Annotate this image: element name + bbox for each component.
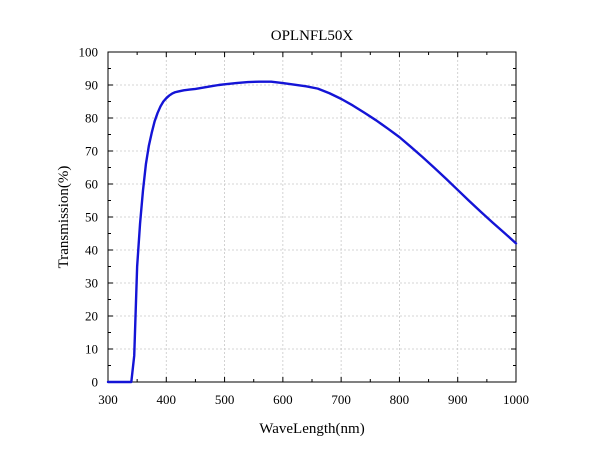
y-tick-label: 70	[85, 144, 98, 159]
x-tick-label: 1000	[503, 392, 529, 407]
y-tick-label: 50	[85, 210, 98, 225]
y-tick-label: 20	[85, 309, 98, 324]
y-tick-label: 0	[92, 375, 99, 390]
y-tick-label: 90	[85, 78, 98, 93]
x-tick-label: 600	[273, 392, 293, 407]
x-tick-label: 500	[215, 392, 235, 407]
x-tick-label: 400	[157, 392, 177, 407]
y-tick-label: 60	[85, 177, 98, 192]
y-tick-label: 100	[79, 45, 99, 60]
y-tick-label: 80	[85, 111, 98, 126]
x-tick-label: 900	[448, 392, 468, 407]
chart-title: OPLNFL50X	[271, 28, 354, 44]
y-tick-label: 40	[85, 243, 98, 258]
x-axis-label: WaveLength(nm)	[259, 421, 364, 437]
series-layer	[106, 80, 518, 384]
transmission-series-line	[106, 80, 518, 384]
y-tick-label: 30	[85, 276, 98, 291]
x-tick-label: 800	[390, 392, 410, 407]
y-tick-label: 10	[85, 342, 98, 357]
tick-label-layer: 300 400 500 600 700 800 900 1000 0 10 20 30 40 50 60 70…	[79, 45, 530, 408]
x-tick-label: 300	[98, 392, 118, 407]
y-axis-label: Transmission(%)	[56, 166, 72, 269]
grid-layer	[108, 52, 516, 382]
x-tick-label: 700	[331, 392, 351, 407]
